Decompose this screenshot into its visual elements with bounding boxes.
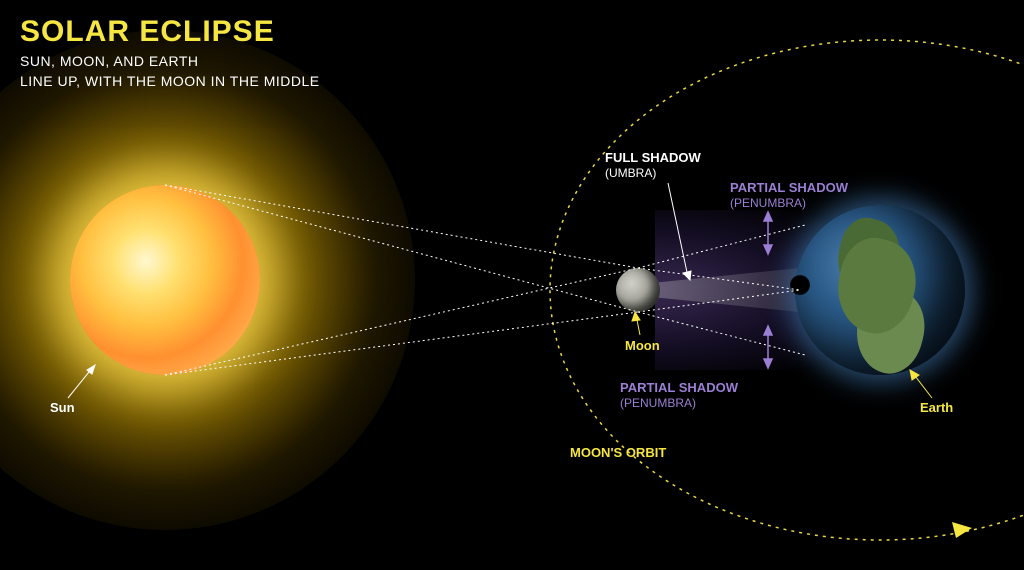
umbra-label: FULL SHADOW (UMBRA) — [605, 150, 701, 180]
orbit-label: MOON'S ORBIT — [570, 445, 666, 460]
subtitle-line1: SUN, MOON, AND EARTH — [20, 53, 199, 69]
earth-label: Earth — [920, 400, 953, 415]
page-subtitle: SUN, MOON, AND EARTH LINE UP, WITH THE M… — [20, 52, 320, 91]
penumbra-bottom-line2: (PENUMBRA) — [620, 396, 696, 410]
penumbra-bottom-label: PARTIAL SHADOW (PENUMBRA) — [620, 380, 738, 410]
sun-label: Sun — [50, 400, 75, 415]
penumbra-top-line2: (PENUMBRA) — [730, 196, 806, 210]
sun — [70, 185, 260, 375]
moon — [616, 268, 660, 312]
penumbra-top-label: PARTIAL SHADOW (PENUMBRA) — [730, 180, 848, 210]
page-title: SOLAR ECLIPSE — [20, 15, 275, 49]
orbit-arrow-icon — [952, 522, 972, 538]
subtitle-line2: LINE UP, WITH THE MOON IN THE MIDDLE — [20, 73, 320, 89]
umbra-label-line1: FULL SHADOW — [605, 150, 701, 165]
penumbra-bottom-line1: PARTIAL SHADOW — [620, 380, 738, 395]
moon-label: Moon — [625, 338, 660, 353]
earth — [795, 205, 965, 375]
umbra-label-line2: (UMBRA) — [605, 166, 656, 180]
penumbra-top-line1: PARTIAL SHADOW — [730, 180, 848, 195]
moon-shadow-spot — [790, 275, 810, 295]
